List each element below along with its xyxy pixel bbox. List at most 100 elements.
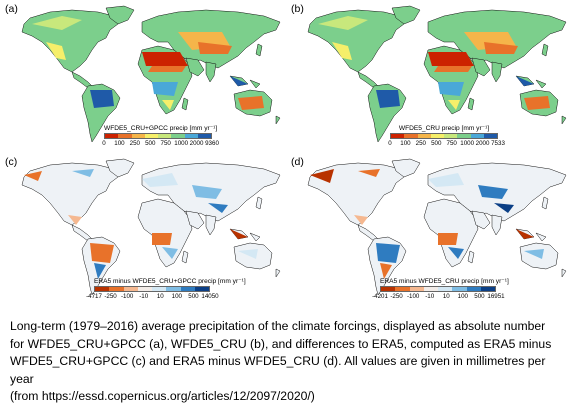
colorbar-tick-label: 100 [114, 140, 125, 147]
map-d-shading [310, 169, 544, 279]
colorbar-swatch [457, 134, 471, 138]
colorbar-swatch [395, 287, 410, 291]
colorbar-swatch [105, 134, 119, 138]
colorbar-swatch [194, 287, 209, 291]
colorbar-swatch [166, 287, 181, 291]
colorbar-swatch [438, 287, 453, 291]
map-panel-d: (d) ERA5 minus WFDE5_CRU precip [mm yr⁻¹… [288, 155, 574, 305]
colorbar-swatch [171, 134, 185, 138]
colorbar-swatch [158, 134, 172, 138]
colorbar-swatch [197, 134, 211, 138]
colorbar-tick-label: 0 [102, 140, 106, 147]
colorbar-tick-label: 500 [188, 293, 199, 300]
colorbar-swatch [483, 134, 497, 138]
colorbar-swatch [381, 287, 396, 291]
colorbar-tick-label: -10 [139, 293, 149, 300]
map-c-shading [24, 169, 258, 279]
colorbar-tick-label: 2000 [475, 140, 490, 147]
colorbar-swatch [144, 134, 158, 138]
colorbar-swatch [109, 287, 124, 291]
colorbar-b: WFDE5_CRU precip [mm yr⁻¹] 0 100 250 500 750… [388, 124, 505, 150]
colorbar-tick-label: 16951 [487, 293, 505, 300]
colorbar-tick-label: 100 [171, 293, 183, 300]
caption-line: Long-term (1979–2016) average precipitat… [10, 319, 546, 333]
figure-caption: Long-term (1979–2016) average precipitat… [10, 318, 570, 406]
colorbar-tick-label: 10 [156, 293, 164, 300]
map-b-shading [318, 16, 550, 110]
colorbar-tick-label: 9360 [205, 140, 219, 147]
colorbar-title-a: WFDE5_CRU+GPCC precip [mm yr⁻¹] [104, 125, 218, 132]
colorbar-swatch [184, 134, 198, 138]
colorbar-title-b: WFDE5_CRU precip [mm yr⁻¹] [398, 125, 490, 132]
colorbar-ticks-a: 0 100 250 500 750 1000 2000 9360 [102, 140, 219, 149]
colorbar-tick-label: -100 [120, 293, 134, 300]
colorbar-swatch [137, 287, 152, 291]
colorbar-a: WFDE5_CRU+GPCC precip [mm yr⁻¹] 0 100 250 5… [102, 124, 219, 150]
colorbar-swatch [95, 287, 110, 291]
colorbar-tick-label: -250 [390, 293, 403, 300]
colorbar-tick-label: 500 [474, 293, 485, 300]
colorbar-tick-label: 250 [129, 140, 141, 147]
colorbar-swatch [444, 134, 458, 138]
colorbar-ticks-c: -4717 -250 -100 -10 10 100 500 14050 [86, 293, 219, 302]
map-panel-a: (a) WFDE5_CRU+GPCC precip [mm yr⁻¹] 0 100… [2, 2, 288, 152]
colorbar-swatch [466, 287, 481, 291]
colorbar-tick-label: 750 [446, 140, 457, 147]
colorbar-strip-d [380, 286, 496, 292]
colorbar-tick-label: 2000 [189, 140, 204, 147]
panel-label-d: (d) [291, 156, 304, 168]
colorbar-strip-a [104, 133, 212, 139]
map-a [21, 5, 281, 143]
colorbar-tick-label: 1000 [460, 140, 475, 147]
colorbar-tick-label: -4201 [372, 293, 388, 300]
colorbar-tick-label: 1000 [174, 140, 189, 147]
colorbar-tick-label: 750 [160, 140, 171, 147]
colorbar-swatch [118, 134, 132, 138]
map-panel-c: (c) ERA5 minus WFDE5_CRU+GPCC precip [mm… [2, 155, 288, 305]
colorbar-ticks-d: -4201 -250 -100 -10 10 100 500 16951 [372, 293, 505, 302]
colorbar-strip-c [94, 286, 210, 292]
colorbar-swatch [131, 134, 145, 138]
map-c [21, 158, 281, 296]
colorbar-swatch [123, 287, 138, 291]
map-a-shading [32, 16, 264, 110]
colorbar-swatch [152, 287, 167, 291]
colorbar-tick-label: 0 [388, 140, 392, 147]
colorbar-swatch [391, 134, 405, 138]
map-d [307, 158, 567, 296]
colorbar-swatch [409, 287, 424, 291]
map-b [307, 5, 567, 143]
colorbar-tick-label: 500 [145, 140, 156, 147]
colorbar-d: ERA5 minus WFDE5_CRU precip [mm yr⁻¹] -4… [372, 277, 509, 303]
colorbar-ticks-b: 0 100 250 500 750 1000 2000 7533 [388, 140, 505, 149]
colorbar-c: ERA5 minus WFDE5_CRU+GPCC precip [mm yr⁻… [86, 277, 246, 303]
caption-line: (from https://essd.copernicus.org/articl… [10, 389, 315, 403]
colorbar-tick-label: -250 [104, 293, 117, 300]
colorbar-tick-label: 100 [457, 293, 469, 300]
colorbar-tick-label: 100 [400, 140, 411, 147]
caption-line: WFDE5_CRU+GPCC (c) and ERA5 minus WFDE5_… [10, 354, 546, 386]
colorbar-swatch [480, 287, 495, 291]
panel-label-c: (c) [5, 156, 18, 168]
map-panel-b: (b) WFDE5_CRU precip [mm yr⁻¹] 0 100 250 50… [288, 2, 574, 152]
colorbar-tick-label: -10 [425, 293, 435, 300]
colorbar-tick-label: 500 [431, 140, 442, 147]
colorbar-swatch [470, 134, 484, 138]
colorbar-strip-b [390, 133, 498, 139]
colorbar-tick-label: 14050 [201, 293, 219, 300]
colorbar-swatch [404, 134, 418, 138]
colorbar-title-c: ERA5 minus WFDE5_CRU+GPCC precip [mm yr⁻… [94, 278, 246, 285]
colorbar-tick-label: -4717 [86, 293, 102, 300]
colorbar-tick-label: 7533 [491, 140, 505, 147]
colorbar-tick-label: 250 [415, 140, 427, 147]
colorbar-tick-label: 10 [442, 293, 450, 300]
colorbar-swatch [423, 287, 438, 291]
colorbar-swatch [417, 134, 431, 138]
colorbar-swatch [430, 134, 444, 138]
panel-label-a: (a) [5, 3, 18, 15]
caption-line: for WFDE5_CRU+GPCC (a), WFDE5_CRU (b), a… [10, 336, 552, 351]
colorbar-swatch [452, 287, 467, 291]
colorbar-tick-label: -100 [406, 293, 420, 300]
colorbar-title-d: ERA5 minus WFDE5_CRU precip [mm yr⁻¹] [380, 278, 509, 285]
panel-label-b: (b) [291, 3, 304, 15]
